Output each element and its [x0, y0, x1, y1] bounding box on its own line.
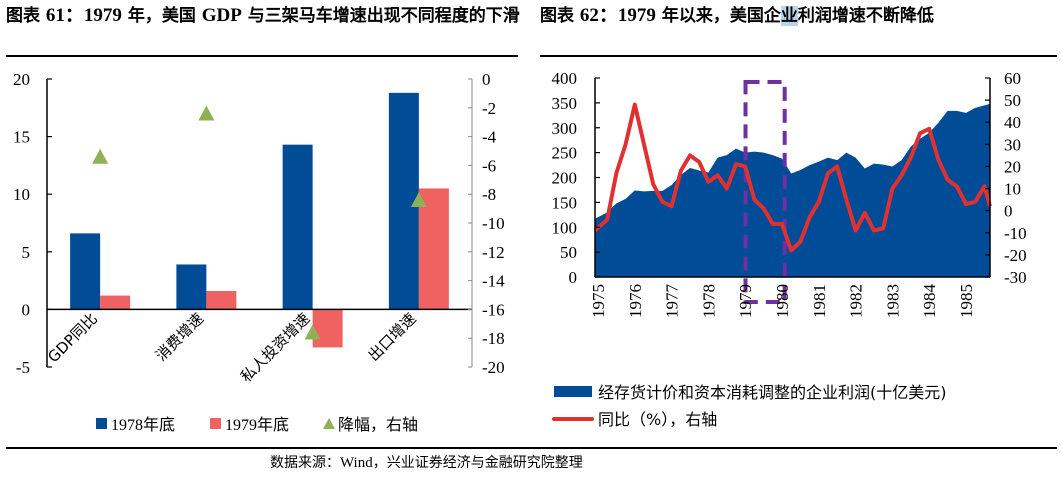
y2-tick-label: -12 — [482, 243, 505, 262]
x-tick-label: 1978 — [699, 284, 718, 318]
decline-marker — [304, 324, 321, 340]
x-tick-label: 1975 — [589, 284, 608, 318]
x-tick-label: 1983 — [883, 284, 902, 318]
legend-swatch-profit — [554, 386, 592, 397]
y-tick-label: 20 — [13, 70, 30, 89]
y-tick-label: -5 — [16, 358, 30, 377]
left-chart-title: 图表 61：1979 年，美国 GDP 与三架马车增速出现不同程度的下滑 — [6, 3, 526, 29]
right-title-rule — [540, 55, 1057, 57]
y2-tick-label: -16 — [482, 300, 505, 319]
y-tick-label: 15 — [13, 128, 30, 147]
y-tick-label: 5 — [22, 243, 31, 262]
left-title-rule — [6, 55, 518, 57]
y2-tick-label: -30 — [1004, 268, 1027, 287]
title-number: 62：1979 — [579, 5, 656, 26]
left-legend: 1978年底 1979年底 降幅，右轴 — [96, 415, 418, 434]
y2-tick-label: -2 — [482, 99, 496, 118]
decline-marker — [198, 105, 215, 121]
y2-tick-label: 10 — [1004, 180, 1021, 199]
legend-label-profit: 经存货计价和资本消耗调整的企业利润(十亿美元) — [598, 383, 947, 402]
title-gdp: GDP — [201, 5, 242, 26]
legend-swatch-1978 — [96, 418, 107, 429]
legend-label-yoy: 同比（%），右轴 — [598, 410, 717, 429]
x-tick-label: 1977 — [663, 284, 682, 319]
legend-label-decline: 降幅，右轴 — [338, 415, 418, 434]
x-tick-label: 1976 — [626, 284, 645, 318]
bar-1979 — [312, 309, 343, 348]
title-prefix: 图表 — [540, 6, 580, 26]
y2-tick-label: 30 — [1004, 135, 1021, 154]
category-label: 消费增速 — [152, 310, 207, 365]
y-tick-label: 300 — [552, 119, 578, 138]
title-number: 61：1979 — [45, 5, 122, 26]
highlight-dashed-box — [743, 80, 787, 304]
x-tick-label: 1981 — [810, 284, 829, 318]
legend-label-1978: 1978年底 — [111, 416, 175, 434]
left-bar-chart: 20 15 10 5 0 -5 0 -2 -4 -6 -8 -10 -12 -14 -16 -18 -20 GD… — [13, 70, 505, 434]
y-tick-label: 10 — [13, 185, 30, 204]
bar-1978 — [70, 233, 101, 310]
title-selected-char: 业 — [780, 6, 798, 26]
legend-label-1979: 1979年底 — [225, 416, 289, 434]
y2-tick-label: -14 — [482, 272, 505, 291]
footer-rule — [6, 447, 1057, 449]
category-label: GDP同比 — [44, 310, 101, 367]
y2-tick-label: 20 — [1004, 157, 1021, 176]
y2-tick-label: -8 — [482, 185, 496, 204]
y-tick-label: 100 — [552, 218, 578, 237]
y2-tick-label: -4 — [482, 128, 497, 147]
x-tick-label: 1985 — [957, 284, 976, 318]
source-org: ，兴业证券经济与金融研究院整理 — [372, 455, 583, 471]
y2-tick-label: 0 — [1004, 202, 1013, 221]
decline-marker — [410, 191, 427, 207]
y2-tick-label: 50 — [1004, 91, 1021, 110]
yoy-line — [593, 102, 992, 253]
title-text: 年以来，美国企 — [655, 6, 781, 26]
x-tick-label: 1980 — [773, 284, 792, 318]
decline-marker — [92, 148, 109, 164]
bar-1978 — [282, 144, 313, 310]
title-text-2: 利润增速不断降低 — [797, 6, 934, 26]
title-text-2: 与三架马车增速出现不同程度的下滑 — [241, 6, 520, 26]
y-tick-label: 200 — [552, 169, 578, 188]
bar-1978 — [176, 264, 207, 310]
right-chart-title: 图表 62：1979 年以来，美国企业利润增速不断降低 — [540, 3, 1060, 29]
right-area-chart: 4003503002502001501005006050403020100-10… — [552, 69, 1027, 429]
y2-tick-label: -20 — [482, 358, 505, 377]
y2-tick-label: -18 — [482, 329, 505, 348]
y2-tick-label: -6 — [482, 156, 496, 175]
bar-1979 — [418, 188, 449, 310]
y-tick-label: 50 — [560, 243, 577, 262]
title-text: 年，美国 — [121, 6, 202, 26]
y2-tick-label: -10 — [1004, 224, 1027, 243]
y2-tick-label: -20 — [1004, 246, 1027, 265]
y-tick-label: 350 — [552, 94, 578, 113]
legend-swatch-1979 — [210, 418, 221, 429]
profit-area — [595, 93, 990, 277]
category-label: 出口增速 — [365, 310, 420, 365]
y2-tick-label: 60 — [1004, 69, 1021, 88]
y-tick-label: 0 — [569, 268, 578, 287]
bar-1979 — [206, 290, 237, 310]
source-note: 数据来源：Wind，兴业证券经济与金融研究院整理 — [270, 452, 583, 472]
bar-1978 — [388, 92, 419, 310]
y2-tick-label: 40 — [1004, 113, 1021, 132]
y-tick-label: 400 — [552, 69, 578, 88]
x-tick-label: 1982 — [847, 284, 866, 318]
x-tick-label: 1979 — [736, 284, 755, 318]
legend-triangle-icon — [323, 418, 335, 429]
y-tick-label: 250 — [552, 144, 578, 163]
source-label: 数据来源： — [270, 455, 340, 471]
y2-tick-label: -10 — [482, 214, 505, 233]
source-wind: Wind — [340, 455, 373, 471]
x-tick-label: 1984 — [920, 284, 939, 319]
y-tick-label: 0 — [22, 300, 31, 319]
bar-1979 — [100, 295, 131, 310]
right-legend: 经存货计价和资本消耗调整的企业利润(十亿美元) 同比（%），右轴 — [552, 383, 947, 429]
y-tick-label: 150 — [552, 193, 578, 212]
title-prefix: 图表 — [6, 6, 46, 26]
y2-tick-label: 0 — [482, 70, 491, 89]
category-label: 私人投资增速 — [237, 310, 313, 386]
